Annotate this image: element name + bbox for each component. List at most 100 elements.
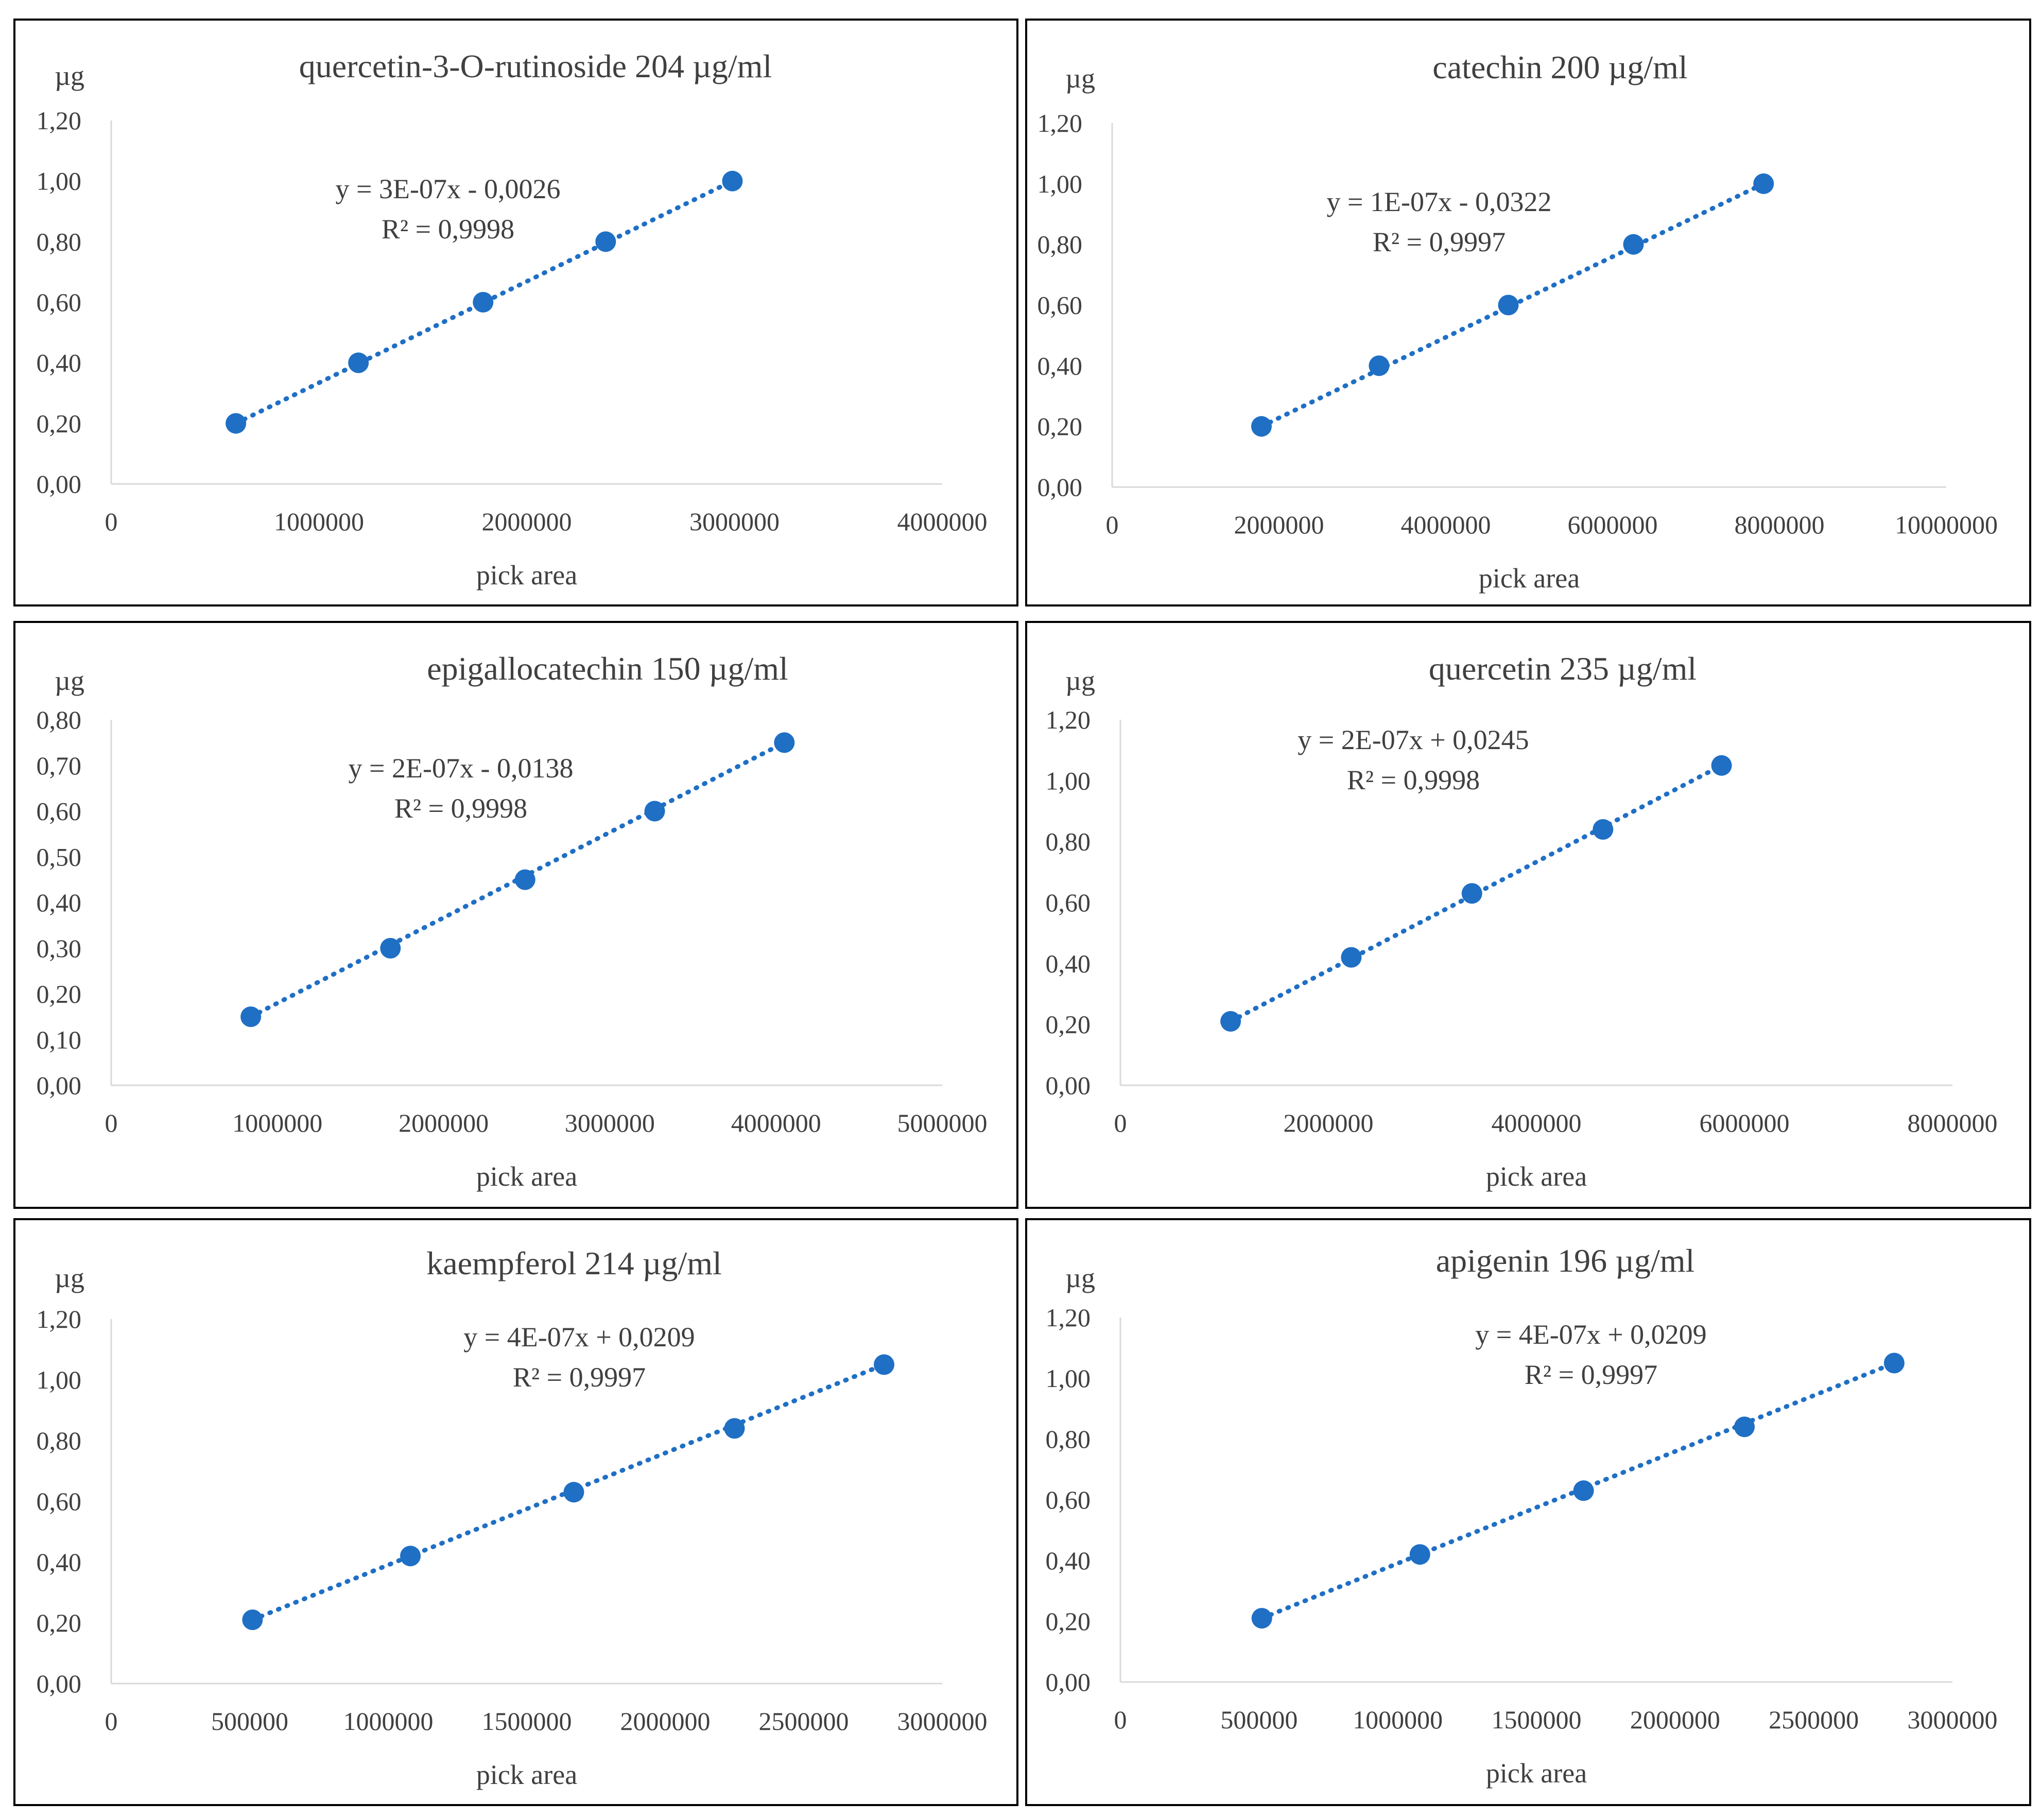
data-point (400, 1546, 421, 1567)
x-tick-label: 1000000 (232, 1108, 322, 1137)
chart-title: apigenin 196 µg/ml (1436, 1242, 1695, 1279)
x-tick-label: 0 (105, 1707, 118, 1736)
data-point (724, 1418, 745, 1439)
y-tick-label: 1,00 (37, 1365, 82, 1394)
data-point (1623, 234, 1644, 255)
x-tick-label: 4000000 (731, 1108, 821, 1137)
x-tick-label: 4000000 (1401, 510, 1491, 539)
x-tick-label: 8000000 (1735, 510, 1825, 539)
y-tick-label: 0,00 (1037, 473, 1083, 501)
x-tick-label: 4000000 (897, 507, 988, 536)
data-point (1341, 947, 1362, 968)
x-tick-label: 1000000 (1353, 1705, 1443, 1734)
chart-title: kaempferol 214 µg/ml (426, 1245, 722, 1281)
y-tick-label: 0,70 (37, 751, 82, 780)
x-axis-label: pick area (476, 1161, 577, 1192)
y-axis-label: µg (1065, 1262, 1095, 1293)
y-tick-label: 1,00 (1046, 766, 1091, 795)
panel-border (1025, 621, 2031, 1209)
x-tick-label: 2000000 (1234, 510, 1324, 539)
data-point (1220, 1011, 1241, 1032)
x-tick-label: 8000000 (1908, 1108, 1998, 1137)
data-point (226, 413, 247, 434)
y-tick-label: 0,80 (1037, 230, 1083, 259)
chart-title: catechin 200 µg/ml (1432, 49, 1687, 85)
y-tick-label: 0,00 (1046, 1668, 1091, 1696)
trendline-r2: R² = 0,9997 (513, 1362, 646, 1393)
data-point (514, 869, 535, 890)
y-tick-label: 0,80 (37, 705, 82, 734)
data-point (1498, 294, 1519, 316)
y-tick-label: 0,40 (37, 349, 82, 377)
trendline-equation: y = 1E-07x - 0,0322 (1327, 186, 1552, 217)
y-tick-label: 0,50 (37, 842, 82, 871)
y-tick-label: 0,00 (1046, 1071, 1091, 1100)
y-tick-label: 0,20 (37, 980, 82, 1009)
x-tick-label: 2000000 (1630, 1705, 1720, 1734)
y-tick-label: 0,40 (1046, 949, 1091, 978)
chart-panel-2: catechin 200 µg/ml µg 0,00 0,20 0,40 0,60 0,80… (1025, 19, 2031, 606)
y-tick-label: 1,20 (37, 106, 82, 135)
y-tick-label: 0,60 (37, 288, 82, 317)
y-axis-label: µg (55, 60, 84, 91)
data-point (1409, 1544, 1430, 1565)
x-tick-label: 3000000 (689, 507, 780, 536)
panel-border (13, 1218, 1018, 1806)
panel-border (1025, 19, 2031, 606)
trendline (250, 1362, 887, 1622)
x-axis-label: pick area (1486, 1758, 1587, 1789)
y-tick-label: 0,00 (37, 1071, 82, 1100)
x-tick-label: 2000000 (399, 1108, 489, 1137)
data-point (1593, 819, 1614, 840)
y-tick-label: 1,20 (1037, 109, 1083, 137)
trendline-r2: R² = 0,9997 (1373, 227, 1506, 257)
x-axis-label: pick area (476, 1759, 577, 1790)
chart-title: quercetin-3-O-rutinoside 204 µg/ml (299, 48, 772, 84)
x-tick-label: 4000000 (1492, 1108, 1582, 1137)
y-tick-label: 0,60 (1037, 291, 1083, 320)
data-point (348, 352, 369, 373)
x-tick-label: 2000000 (1284, 1108, 1374, 1137)
y-axis-label: µg (1065, 665, 1095, 696)
trendline-r2: R² = 0,9998 (382, 214, 514, 245)
x-tick-label: 1000000 (343, 1707, 434, 1736)
x-tick-label: 3000000 (565, 1108, 655, 1137)
data-point (380, 938, 401, 959)
chart-panel-3: epigallocatechin 150 µg/ml µg 0,00 0,10 0,20… (13, 621, 1018, 1209)
y-axis-label: µg (55, 1262, 84, 1293)
trendline-r2: R² = 0,9998 (394, 793, 527, 824)
y-tick-label: 1,20 (1046, 705, 1091, 734)
x-axis-label: pick area (476, 560, 577, 591)
data-point (240, 1006, 262, 1027)
x-tick-label: 3000000 (1908, 1705, 1998, 1734)
y-tick-label: 0,40 (1046, 1546, 1091, 1575)
y-tick-label: 0,40 (37, 888, 82, 917)
panel-border (13, 19, 1018, 606)
x-tick-label: 0 (1106, 510, 1119, 539)
data-point (1251, 1608, 1272, 1629)
data-point (1461, 883, 1482, 904)
x-tick-label: 10000000 (1895, 510, 1998, 539)
x-tick-label: 0 (105, 507, 118, 536)
data-point (1711, 755, 1732, 776)
y-tick-label: 0,60 (37, 797, 82, 826)
data-point (722, 170, 743, 192)
y-tick-label: 0,80 (37, 1426, 82, 1455)
x-tick-label: 1500000 (482, 1707, 572, 1736)
trendline-r2: R² = 0,9997 (1525, 1359, 1657, 1390)
data-point (242, 1609, 263, 1631)
y-tick-label: 0,40 (37, 1548, 82, 1576)
y-tick-label: 0,60 (1046, 888, 1091, 917)
y-tick-label: 0,20 (37, 1608, 82, 1637)
trendline (248, 740, 787, 1019)
y-tick-label: 0,80 (1046, 827, 1091, 856)
chart-panel-6: apigenin 196 µg/ml µg 0,00 0,20 0,40 0,60 0,80… (1025, 1218, 2031, 1806)
chart-title: quercetin 235 µg/ml (1429, 650, 1697, 687)
data-point (1883, 1353, 1905, 1374)
chart-panel-1: quercetin-3-O-rutinoside 204 µg/ml µg 0,00… (13, 19, 1018, 606)
y-tick-label: 0,20 (37, 409, 82, 438)
data-point (1251, 416, 1272, 437)
trendline-equation: y = 4E-07x + 0,0209 (463, 1322, 695, 1353)
y-tick-label: 0,20 (1046, 1010, 1091, 1039)
